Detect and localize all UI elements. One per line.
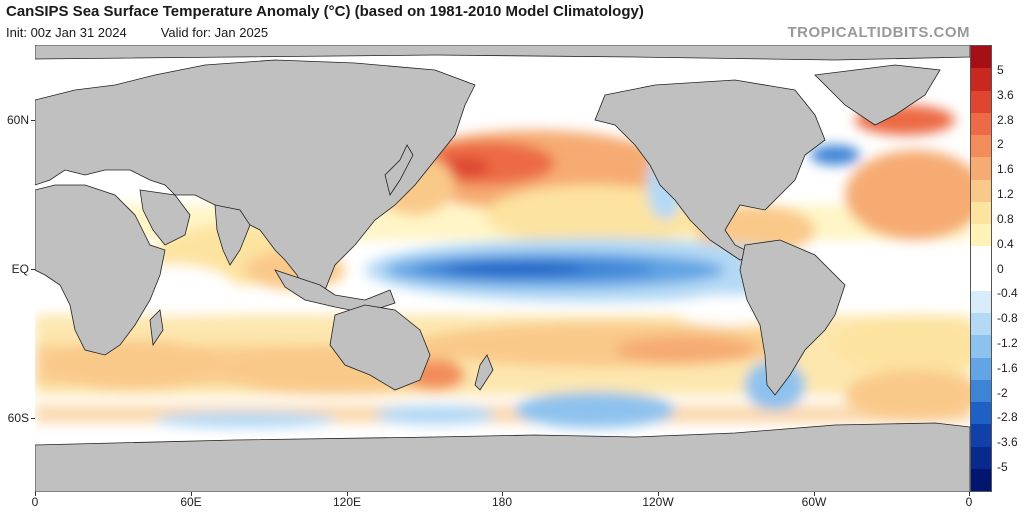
antarctica-landmass [35,422,970,492]
colorbar-segment [971,424,991,447]
lon-label-120e: 120E [332,495,362,509]
north-america-landmass [594,79,826,261]
lat-tick-60n [31,120,35,121]
subtitle: Init: 00z Jan 31 2024 Valid for: Jan 2025 [6,25,268,40]
colorbar-segment [971,379,991,402]
colorbar-label: -1.2 [997,335,1018,350]
india-landmass [214,204,251,266]
lat-label-eq: EQ [11,262,29,276]
colorbar-label: -0.4 [997,286,1018,301]
colorbar-label: 1.2 [997,187,1014,202]
colorbar-segment [971,46,991,69]
colorbar-segment [971,179,991,202]
colorbar-segment [971,224,991,247]
lon-label-60e: 60E [180,495,202,509]
colorbar-label: 3.6 [997,87,1014,102]
colorbar-label: 1.6 [997,162,1014,177]
lon-label-0-right: 0 [965,495,973,509]
lon-label-60w: 60W [801,495,827,509]
lon-tick-0-right [969,492,970,496]
greenland-landmass [814,64,941,126]
new-zealand-landmass [474,354,494,391]
colorbar-segment [971,135,991,158]
madagascar-landmass [149,309,164,347]
colorbar-segment [971,201,991,224]
colorbar-segment [971,446,991,469]
colorbar-segment [971,157,991,180]
indonesia-landmass [274,269,396,314]
colorbar-segment [971,246,991,269]
arabia-landmass [139,189,191,246]
colorbar-segment [971,357,991,380]
lon-tick-60w [814,492,815,496]
lon-tick-120e [347,492,348,496]
lon-label-0: 0 [31,495,39,509]
colorbar-segment [971,290,991,313]
land-masses [35,45,970,492]
colorbar-segment [971,313,991,336]
colorbar-label: 5 [997,63,1004,77]
init-time: Init: 00z Jan 31 2024 [6,25,127,40]
japan-landmass [384,144,414,196]
colorbar-label: 2 [997,137,1004,152]
lon-tick-120w [658,492,659,496]
colorbar-label: -3.6 [997,435,1018,450]
colorbar-label: 2.8 [997,112,1014,127]
colorbar-segment [971,268,991,291]
lat-label-60n: 60N [6,113,29,127]
lat-label-60s: 60S [7,411,29,425]
lon-label-120w: 120W [642,495,674,509]
colorbar-segment [971,335,991,358]
map-title: CanSIPS Sea Surface Temperature Anomaly … [6,3,644,20]
arctic-landmass [35,45,970,61]
colorbar-label: -2 [997,385,1008,400]
south-america-landmass [739,239,846,396]
colorbar-segment [971,90,991,113]
lat-tick-eq [31,269,35,270]
lat-tick-60s [31,418,35,419]
africa-landmass [35,184,166,356]
colorbar-segment [971,68,991,91]
colorbar-label: -0.8 [997,311,1018,326]
lon-tick-180 [502,492,503,496]
lon-tick-0 [35,492,36,496]
valid-time: Valid for: Jan 2025 [160,25,269,40]
colorbar [970,45,992,492]
brand-watermark: TROPICALTIDBITS.COM [787,24,970,41]
lon-label-180: 180 [491,495,513,509]
sst-anomaly-map [35,45,970,492]
colorbar-segment [971,402,991,425]
colorbar-label: -1.6 [997,360,1018,375]
colorbar-segment [971,112,991,135]
map-canvas [35,45,970,492]
colorbar-label: 0.4 [997,236,1014,251]
colorbar-label: 0 [997,261,1004,276]
australia-landmass [329,304,431,391]
colorbar-label: -5 [997,460,1008,474]
colorbar-segment [971,468,991,491]
colorbar-label: 0.8 [997,211,1014,226]
lon-tick-60e [191,492,192,496]
colorbar-label: -2.8 [997,410,1018,425]
